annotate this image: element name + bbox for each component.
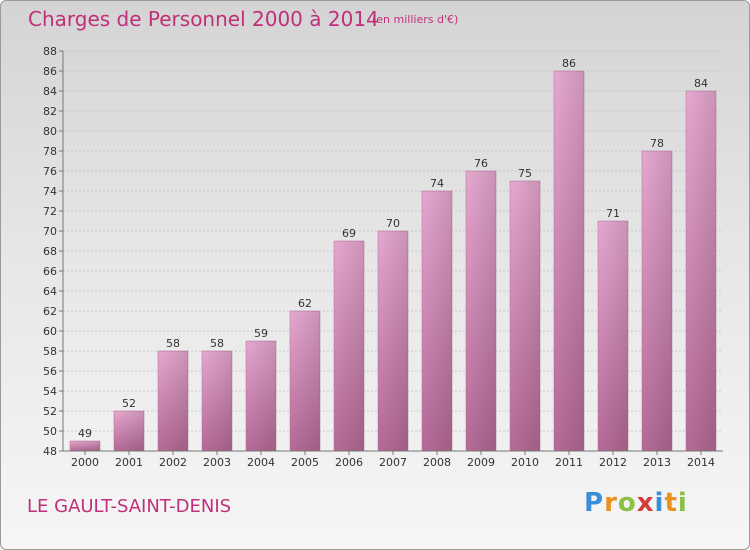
data-label-2011: 86	[562, 57, 576, 70]
x-tick-label-2008: 2008	[423, 456, 451, 469]
data-label-2002: 58	[166, 337, 180, 350]
data-labels: 49 52 58 58 59 62 69 70 74 76 75 86 71 78 84	[78, 57, 708, 440]
y-tick-label: 54	[43, 385, 57, 398]
y-tick-label: 62	[43, 305, 57, 318]
x-tick-label-2002: 2002	[159, 456, 187, 469]
y-tick-label: 72	[43, 205, 57, 218]
data-label-2001: 52	[122, 397, 136, 410]
data-label-2006: 69	[342, 227, 356, 240]
y-tick-label: 82	[43, 105, 57, 118]
chart-title: Charges de Personnel 2000 à 2014	[28, 7, 379, 31]
y-tick-label: 80	[43, 125, 57, 138]
bar-shade-2014	[686, 91, 716, 451]
y-tick-label: 86	[43, 65, 57, 78]
bar-shade-2002	[158, 351, 188, 451]
y-tick-label: 52	[43, 405, 57, 418]
data-label-2013: 78	[650, 137, 664, 150]
y-tick-label: 56	[43, 365, 57, 378]
data-label-2008: 74	[430, 177, 444, 190]
y-tick-label: 48	[43, 445, 57, 458]
bar-shade-2013	[642, 151, 672, 451]
x-tick-label-2014: 2014	[687, 456, 715, 469]
proxiti-logo: Proxiti	[584, 488, 688, 518]
bar-shade-2010	[510, 181, 540, 451]
data-label-2009: 76	[474, 157, 488, 170]
data-label-2007: 70	[386, 217, 400, 230]
x-tick-label-2009: 2009	[467, 456, 495, 469]
y-tick-label: 78	[43, 145, 57, 158]
bar-shade-2009	[466, 171, 496, 451]
bar-shade-2011	[554, 71, 584, 451]
y-tick-label: 60	[43, 325, 57, 338]
bar-shade-2008	[422, 191, 452, 451]
bar-shade-2001	[114, 411, 144, 451]
axes: 48 50 52 54 56 58 60 62 64 66 68 70 72 74 76 78 80 82 84 86…	[43, 45, 723, 469]
data-label-2004: 59	[254, 327, 268, 340]
x-tick-label-2007: 2007	[379, 456, 407, 469]
y-tick-label: 74	[43, 185, 57, 198]
bar-shade-2003	[202, 351, 232, 451]
x-tick-label-2006: 2006	[335, 456, 363, 469]
y-tick-label: 70	[43, 225, 57, 238]
y-tick-label: 68	[43, 245, 57, 258]
chart-subtitle: (en milliers d'€)	[372, 13, 459, 26]
bar-shade-2012	[598, 221, 628, 451]
data-label-2000: 49	[78, 427, 92, 440]
data-label-2014: 84	[694, 77, 708, 90]
bar-shade-2006	[334, 241, 364, 451]
bar-shade-2000	[70, 441, 100, 451]
y-tick-label: 50	[43, 425, 57, 438]
y-tick-label: 58	[43, 345, 57, 358]
bars	[69, 70, 717, 452]
x-tick-label-2003: 2003	[203, 456, 231, 469]
y-tick-label: 76	[43, 165, 57, 178]
x-tick-label-2010: 2010	[511, 456, 539, 469]
x-tick-label-2001: 2001	[115, 456, 143, 469]
x-tick-label-2012: 2012	[599, 456, 627, 469]
x-tick-label-2004: 2004	[247, 456, 275, 469]
x-tick-label-2000: 2000	[71, 456, 99, 469]
data-label-2012: 71	[606, 207, 620, 220]
bar-shade-2004	[246, 341, 276, 451]
data-label-2005: 62	[298, 297, 312, 310]
bar-shade-2005	[290, 311, 320, 451]
y-tick-label: 84	[43, 85, 57, 98]
bar-shade-2007	[378, 231, 408, 451]
x-tick-label-2011: 2011	[555, 456, 583, 469]
city-name: LE GAULT-SAINT-DENIS	[27, 496, 232, 517]
y-tick-label: 66	[43, 265, 57, 278]
data-label-2003: 58	[210, 337, 224, 350]
y-tick-label: 88	[43, 45, 57, 58]
data-label-2010: 75	[518, 167, 532, 180]
x-tick-label-2013: 2013	[643, 456, 671, 469]
x-tick-label-2005: 2005	[291, 456, 319, 469]
y-tick-label: 64	[43, 285, 57, 298]
